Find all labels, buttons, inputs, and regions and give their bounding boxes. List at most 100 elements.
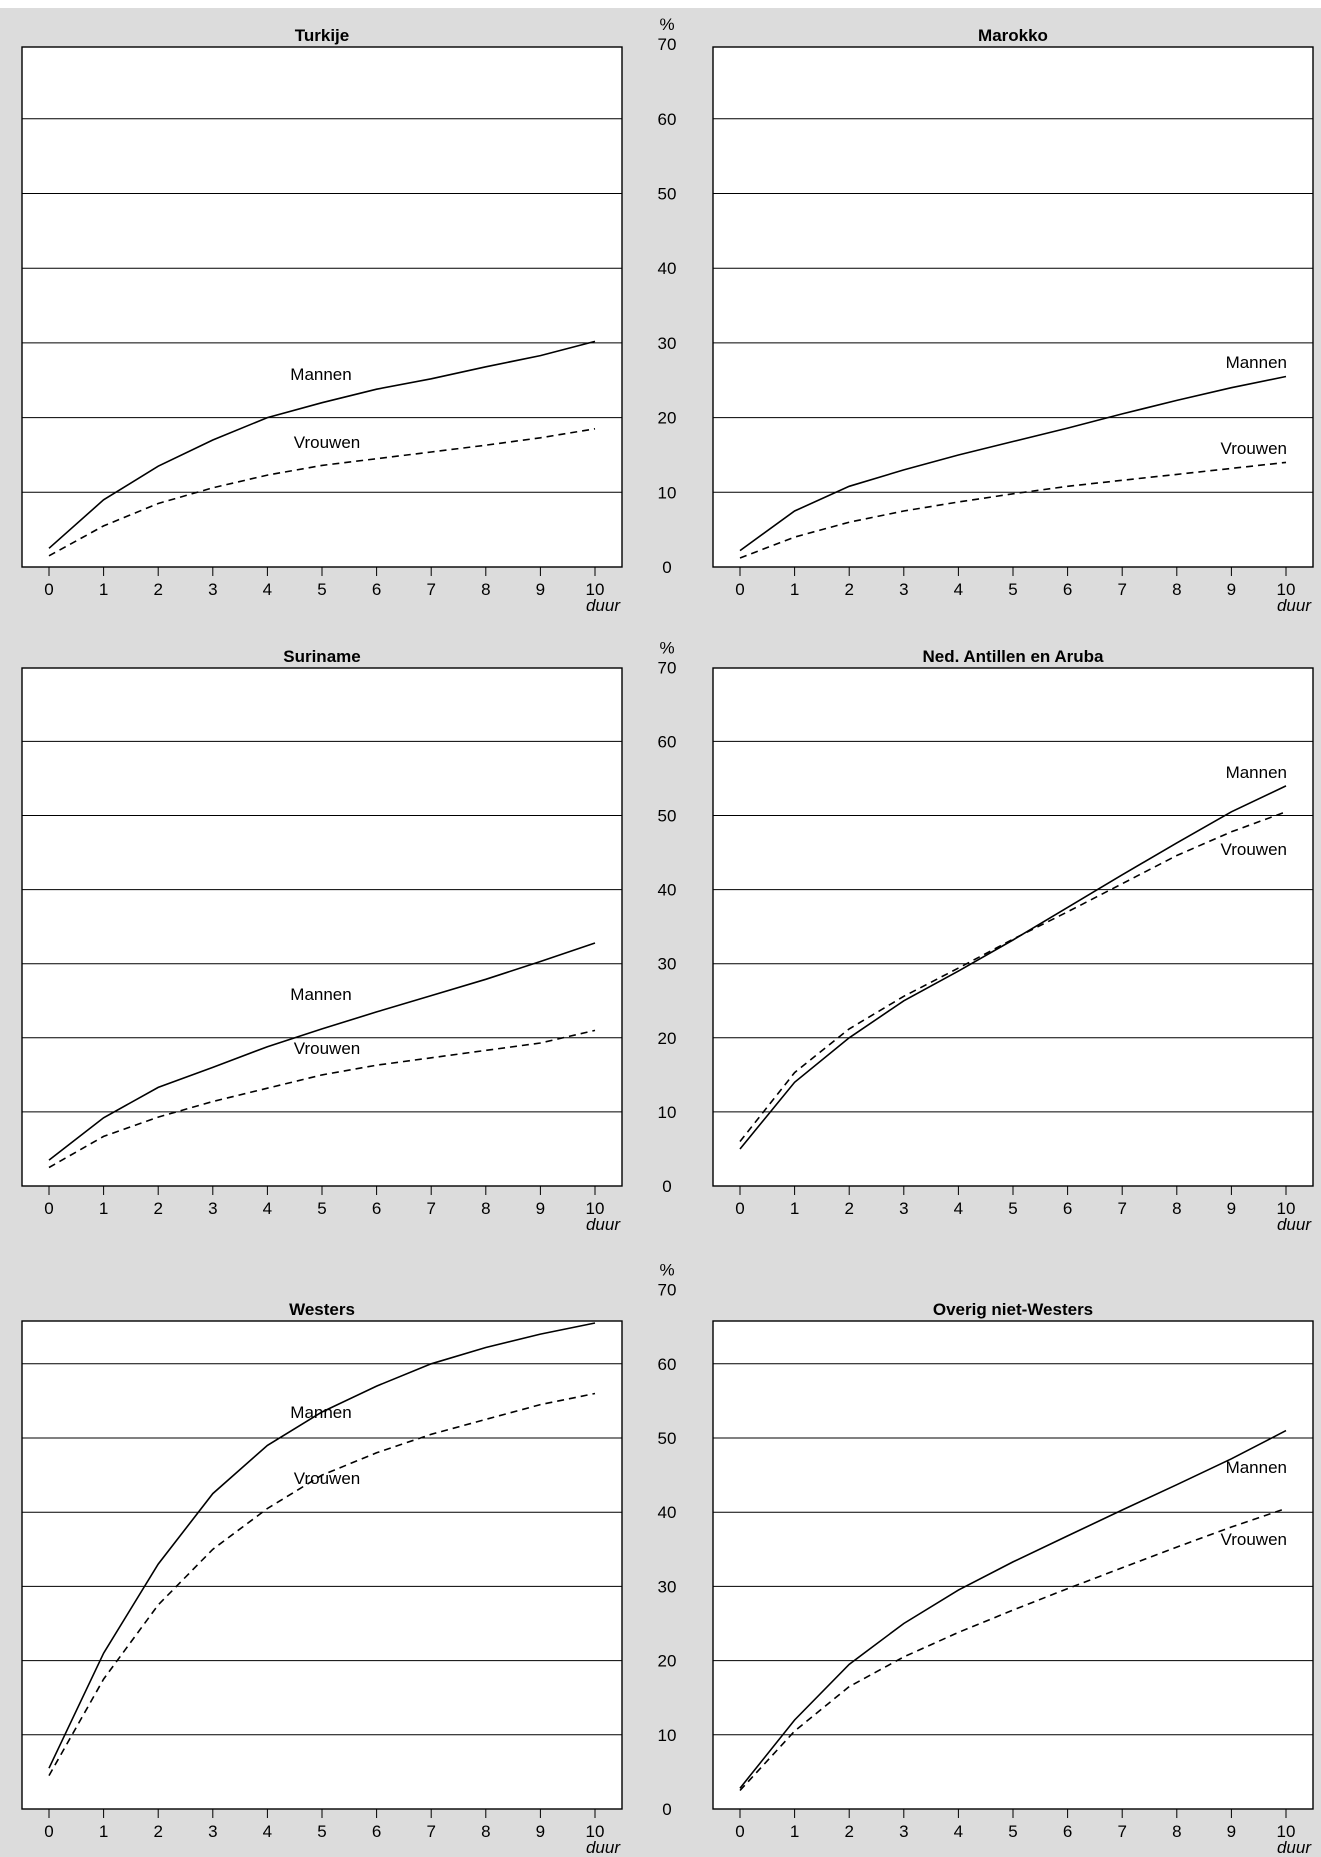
x-tick-label: 7 [1117,580,1126,599]
y-tick-label: 60 [658,110,677,129]
x-tick-label: 7 [426,1199,435,1218]
series-line-vrouwen [48,428,596,557]
y-tick-label: 50 [658,807,677,826]
x-tick-label: 2 [153,1199,162,1218]
y-tick-label: 0 [662,558,671,577]
series-line-vrouwen [48,1392,596,1776]
y-tick-label: 70 [658,1281,677,1300]
x-tick-label: 8 [481,580,490,599]
x-tick-label: 10 [1277,1199,1296,1218]
x-tick-label: 4 [263,1199,272,1218]
x-tick-label: 0 [44,580,53,599]
y-tick-label: 30 [658,1577,677,1596]
x-tick-label: 2 [844,1199,853,1218]
x-tick-label: 7 [426,1822,435,1841]
x-tick-label: 10 [1277,1822,1296,1841]
x-tick-label: 5 [317,1199,326,1218]
x-tick-label: 8 [1172,580,1181,599]
series-line-mannen [739,785,1287,1150]
x-tick-label: 7 [1117,1822,1126,1841]
x-tick-label: 8 [481,1822,490,1841]
plot-area [21,1320,623,1810]
y-tick-label: 20 [658,1029,677,1048]
y-tick-label: 70 [658,658,677,677]
series-line-mannen [48,340,596,549]
series-label-mannen: Mannen [290,365,351,384]
x-tick-label: 6 [1063,1822,1072,1841]
series-line-mannen [739,375,1287,552]
x-tick-label: 8 [1172,1822,1181,1841]
y-tick-label: 40 [658,881,677,900]
x-tick-label: 6 [1063,1199,1072,1218]
series-line-vrouwen [739,811,1287,1142]
x-tick-label: 1 [790,1199,799,1218]
y-axis-label: % [659,638,674,657]
x-tick-label: 1 [99,580,108,599]
x-tick-label: 0 [44,1822,53,1841]
x-tick-label: 9 [536,1822,545,1841]
x-tick-label: 4 [263,1822,272,1841]
series-line-vrouwen [48,1029,596,1169]
y-tick-label: 10 [658,1103,677,1122]
plot-area [712,46,1314,568]
y-tick-label: 40 [658,1503,677,1522]
x-tick-label: 9 [1227,1199,1236,1218]
y-tick-label: 60 [658,732,677,751]
chart-title: Ned. Antillen en Aruba [922,647,1104,666]
series-label-mannen: Mannen [1226,353,1287,372]
x-tick-label: 6 [372,580,381,599]
x-tick-label: 2 [844,1822,853,1841]
plot-area [712,667,1314,1187]
series-label-vrouwen: Vrouwen [1221,840,1287,859]
x-tick-label: 7 [426,580,435,599]
y-tick-label: 10 [658,1726,677,1745]
series-label-mannen: Mannen [290,1403,351,1422]
x-tick-label: 10 [586,1199,605,1218]
x-tick-label: 10 [1277,580,1296,599]
x-tick-label: 6 [372,1822,381,1841]
series-label-vrouwen: Vrouwen [1221,1530,1287,1549]
x-tick-label: 4 [263,580,272,599]
series-line-mannen [48,1322,596,1769]
series-label-vrouwen: Vrouwen [294,1039,360,1058]
y-tick-label: 50 [658,185,677,204]
plot-area [21,667,623,1187]
y-tick-label: 20 [658,409,677,428]
x-tick-label: 3 [899,1822,908,1841]
x-tick-label: 9 [536,580,545,599]
x-axis-label: duur [586,596,621,615]
x-axis-label: duur [1277,1215,1312,1234]
x-tick-label: 1 [790,580,799,599]
x-tick-label: 4 [954,580,963,599]
x-axis-label: duur [586,1215,621,1234]
x-tick-label: 3 [208,1199,217,1218]
series-line-vrouwen [739,461,1287,559]
x-axis-label: duur [1277,596,1312,615]
series-line-mannen [48,942,596,1161]
y-tick-label: 10 [658,483,677,502]
x-tick-label: 9 [1227,580,1236,599]
series-label-vrouwen: Vrouwen [294,433,360,452]
x-tick-label: 6 [1063,580,1072,599]
y-tick-label: 20 [658,1652,677,1671]
y-tick-label: 0 [662,1800,671,1819]
x-tick-label: 3 [899,1199,908,1218]
x-tick-label: 5 [1008,580,1017,599]
y-tick-label: 0 [662,1177,671,1196]
y-axis-label: % [659,15,674,34]
y-tick-label: 30 [658,334,677,353]
x-tick-label: 5 [317,580,326,599]
chart-title: Westers [289,1300,355,1319]
chart-title: Suriname [283,647,360,666]
chart-title: Marokko [978,26,1048,45]
plot-area [712,1320,1314,1810]
x-tick-label: 8 [481,1199,490,1218]
series-label-vrouwen: Vrouwen [1221,439,1287,458]
x-tick-label: 6 [372,1199,381,1218]
